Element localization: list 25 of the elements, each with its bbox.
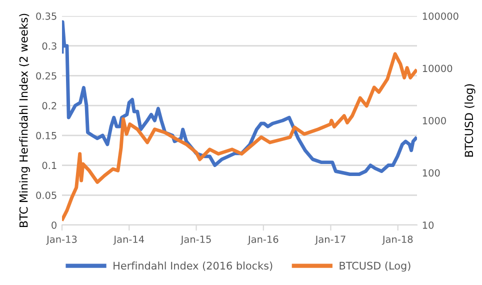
y-tick-label: 0.35 <box>36 12 56 20</box>
y2-tick-label: 1000 <box>422 116 446 124</box>
legend-label: Herfindahl Index (2016 blocks) <box>114 262 272 271</box>
x-tick-label: Jan-13 <box>46 236 77 245</box>
y-tick-label: 0.2 <box>42 102 56 110</box>
x-tick-label: Jan-17 <box>314 236 346 245</box>
line-series <box>62 20 417 176</box>
y-tick-label: 0.25 <box>36 72 56 80</box>
x-tick-label: Jan-14 <box>113 236 144 245</box>
y-tick-label: 0.3 <box>42 42 56 50</box>
y2-tick-label: 10000 <box>422 64 452 72</box>
y-tick-label: 0.1 <box>42 162 56 170</box>
legend-label: BTCUSD (Log) <box>340 262 410 272</box>
y-tick-label: 0.15 <box>36 132 56 140</box>
y-tick-label: 0.05 <box>36 192 56 199</box>
y2-axis-title: BTCUSD (log) <box>464 84 476 157</box>
y2-tick-label: 10 <box>422 221 434 229</box>
x-tick-label: Jan-18 <box>382 236 413 245</box>
y2-tick-label: 100000 <box>422 12 458 20</box>
y-axis-title: BTC Mining Herfindahl Index (2 weeks) <box>19 14 30 227</box>
y2-tick-label: 100 <box>422 169 440 177</box>
x-tick-label: Jan-16 <box>247 236 278 245</box>
y-tick-label: 0 <box>52 221 56 229</box>
x-tick-label: Jan-15 <box>180 236 211 245</box>
line-series <box>62 52 417 221</box>
